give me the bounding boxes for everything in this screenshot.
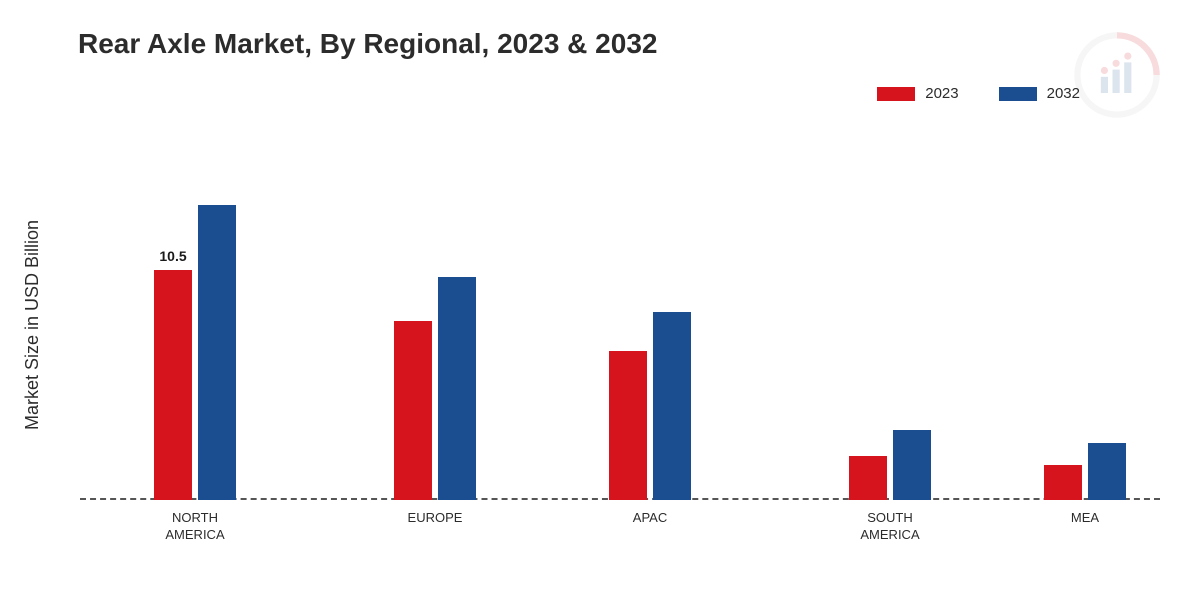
y-axis-label: Market Size in USD Billion: [22, 220, 43, 430]
bar-2023: [394, 321, 432, 500]
bar-2023: [1044, 465, 1082, 500]
x-tick-label: APAC: [633, 510, 667, 527]
bar-2023: [609, 351, 647, 500]
x-axis-labels: NORTHAMERICA EUROPE APAC SOUTHAMERICA MEA: [80, 502, 1160, 552]
bar-group: [609, 312, 691, 500]
bar-2032: [893, 430, 931, 500]
bar-2032: [653, 312, 691, 500]
legend-swatch-2032: [999, 87, 1037, 101]
bar-group: [394, 277, 476, 500]
watermark-logo-icon: [1072, 30, 1162, 120]
bar-value-label: 10.5: [159, 248, 186, 264]
bar-2023: 10.5: [154, 270, 192, 500]
chart-container: Rear Axle Market, By Regional, 2023 & 20…: [0, 0, 1200, 600]
legend-label-2023: 2023: [925, 85, 958, 102]
legend: 2023 2032: [877, 85, 1080, 102]
plot-area: 10.5: [80, 150, 1160, 500]
bar-2032: [1088, 443, 1126, 500]
legend-item-2032: 2032: [999, 85, 1080, 102]
chart-title: Rear Axle Market, By Regional, 2023 & 20…: [78, 28, 657, 60]
bar-2032: [198, 205, 236, 500]
bar-2023: [849, 456, 887, 500]
bar-2032: [438, 277, 476, 500]
x-tick-label: MEA: [1071, 510, 1099, 527]
bar-group: [849, 430, 931, 500]
legend-label-2032: 2032: [1047, 85, 1080, 102]
legend-swatch-2023: [877, 87, 915, 101]
x-tick-label: EUROPE: [408, 510, 463, 527]
x-tick-label: SOUTHAMERICA: [860, 510, 919, 544]
x-tick-label: NORTHAMERICA: [165, 510, 224, 544]
legend-item-2023: 2023: [877, 85, 958, 102]
bar-group: 10.5: [154, 205, 236, 500]
bar-group: [1044, 443, 1126, 500]
